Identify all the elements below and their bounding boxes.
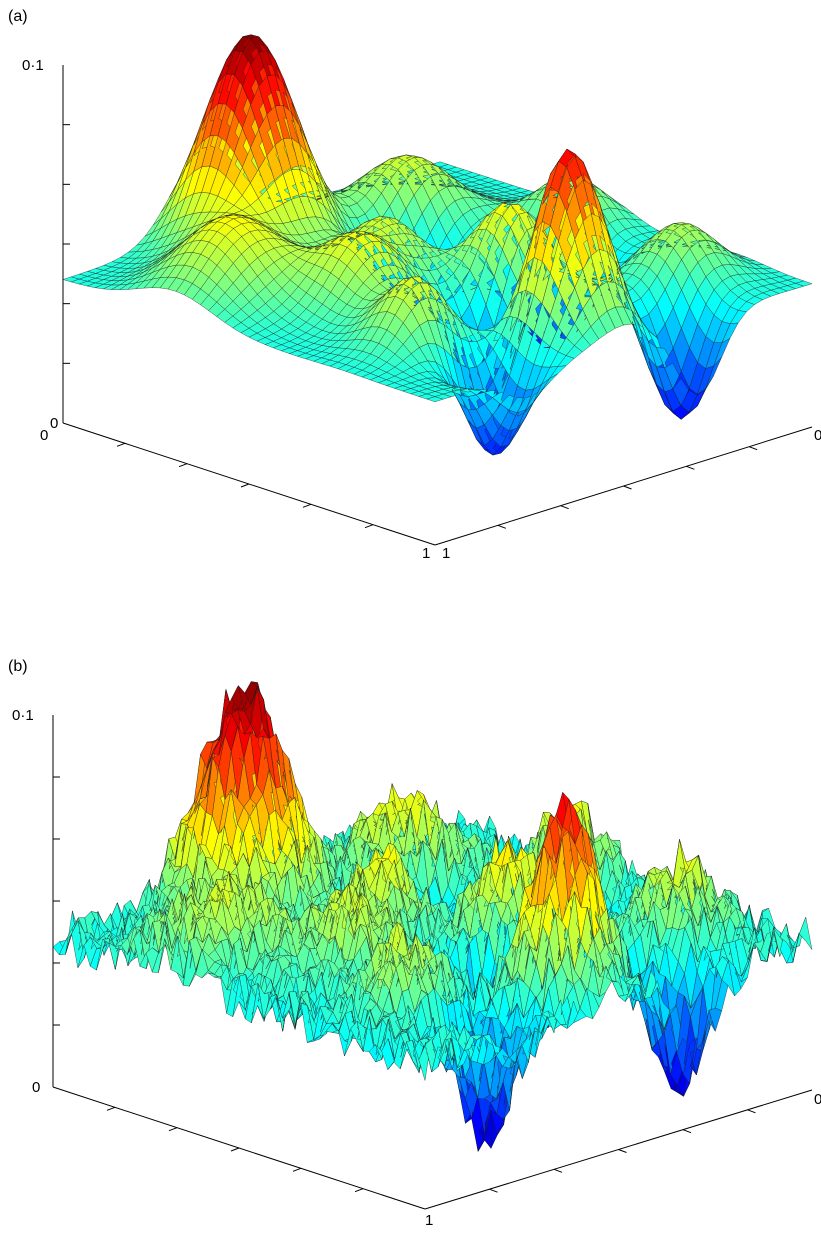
y-tick-mark	[498, 525, 506, 528]
z-tick-bottom-a: 0	[50, 415, 58, 432]
z-tick-top-a: 0·1	[22, 57, 44, 74]
x-tick-mark	[117, 443, 125, 446]
x-tick-mark	[303, 504, 311, 507]
x-tick-mark	[241, 484, 249, 487]
x-tick-mark	[107, 1107, 115, 1110]
y-tick-start-a: 1	[442, 545, 450, 562]
y-tick-mark	[686, 466, 694, 469]
y-tick-mark	[749, 447, 757, 450]
x-tick-start-a: 0	[40, 427, 48, 444]
y-tick-mark	[748, 1110, 756, 1113]
surface-plot-a-svg: 0·1 0 0 1 1 0	[0, 0, 821, 590]
surface-plot-a: (a) 0·1 0 0 1 1 0	[0, 0, 821, 590]
y-tick-mark	[619, 1150, 627, 1153]
surface-a	[63, 35, 812, 455]
y-tick-mark	[683, 1130, 691, 1133]
x-tick-mark	[179, 464, 187, 467]
x-tick-mark	[293, 1168, 301, 1171]
y-tick-mark	[490, 1189, 498, 1192]
x-tick-mark	[355, 1189, 363, 1192]
x-tick-end-a: 1	[422, 545, 430, 562]
surface-plot-b-svg: 0·1 0 1 0	[0, 650, 821, 1240]
y-tick-end-a: 0	[814, 427, 821, 444]
surface-b	[53, 682, 812, 1152]
surface-plot-b: (b) 0·1 0 1 0	[0, 650, 821, 1240]
x-tick-mark	[365, 525, 373, 528]
y-tick-mark	[561, 506, 569, 509]
x-tick-mark	[169, 1128, 177, 1131]
y-tick-mark	[554, 1169, 562, 1172]
x-tick-mark	[231, 1148, 239, 1151]
y-tick-mark	[624, 486, 632, 489]
